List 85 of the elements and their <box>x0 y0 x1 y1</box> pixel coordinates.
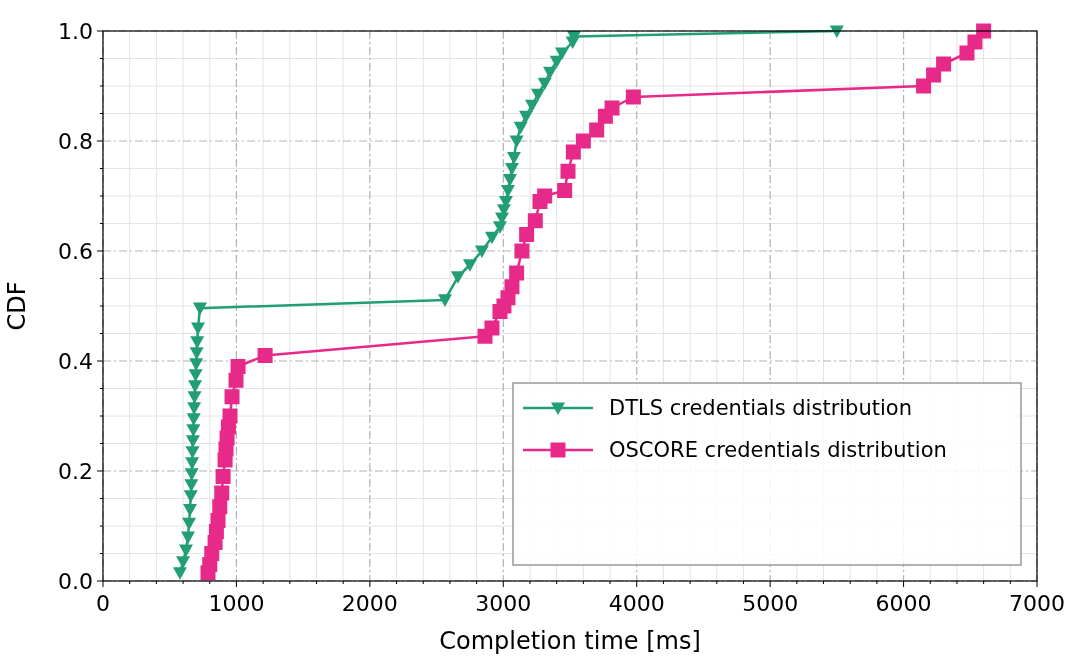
x-tick-label: 4000 <box>608 591 665 616</box>
point <box>518 110 533 124</box>
y-tick-label: 0.4 <box>58 348 93 374</box>
point <box>542 66 557 80</box>
point <box>178 544 193 558</box>
point <box>184 468 199 481</box>
point <box>565 144 581 160</box>
point <box>189 358 204 371</box>
point <box>187 402 202 415</box>
point <box>557 183 573 198</box>
point <box>191 322 205 335</box>
point <box>500 184 515 198</box>
point <box>185 446 200 459</box>
point <box>188 369 203 382</box>
point <box>514 243 530 259</box>
point <box>180 531 195 544</box>
point <box>184 479 199 492</box>
point <box>185 435 200 448</box>
x-tick-label: 6000 <box>875 591 932 616</box>
point <box>187 391 202 404</box>
point <box>509 135 524 148</box>
point <box>484 320 500 336</box>
y-tick-label: 0.0 <box>58 568 93 594</box>
y-axis-title: CDF <box>3 281 31 331</box>
point <box>215 469 231 484</box>
point <box>554 47 569 60</box>
point <box>210 513 226 528</box>
point <box>513 121 528 135</box>
x-tick-label: 1000 <box>208 591 265 616</box>
point <box>625 89 641 105</box>
y-tick-label: 0.2 <box>58 458 93 484</box>
point <box>519 227 535 242</box>
point <box>230 359 246 374</box>
point <box>509 265 525 281</box>
point <box>502 173 517 187</box>
point <box>537 77 552 91</box>
point <box>560 163 576 179</box>
point <box>524 99 539 113</box>
y-tick-label: 1.0 <box>58 18 93 44</box>
point <box>936 56 952 72</box>
point <box>186 424 201 437</box>
point <box>228 372 244 388</box>
y-tick-label: 0.8 <box>58 128 93 154</box>
y-tick-label: 0.6 <box>58 238 93 264</box>
point <box>527 213 543 229</box>
x-tick-label: 0 <box>96 591 110 616</box>
point <box>188 380 203 393</box>
point <box>193 302 207 316</box>
point <box>224 389 240 405</box>
point <box>604 100 620 116</box>
point <box>186 413 201 426</box>
x-tick-label: 7000 <box>1009 591 1065 616</box>
point <box>829 25 844 38</box>
legend-label: DTLS credentials distribution <box>609 396 912 421</box>
point <box>214 485 230 501</box>
point <box>575 133 591 149</box>
point <box>484 231 499 245</box>
point <box>182 517 197 531</box>
point <box>537 188 553 204</box>
x-axis-title: Completion time [ms] <box>439 627 701 655</box>
point <box>462 259 477 272</box>
x-tick-label: 5000 <box>742 591 799 616</box>
point <box>190 336 205 349</box>
point <box>257 348 273 363</box>
point <box>183 490 198 503</box>
point <box>506 151 521 165</box>
point <box>176 556 191 569</box>
point <box>916 78 932 94</box>
point <box>172 567 187 580</box>
point <box>185 457 200 470</box>
x-tick-label: 3000 <box>475 591 532 616</box>
point <box>926 67 942 83</box>
point <box>189 347 204 360</box>
point <box>504 279 520 295</box>
point <box>504 162 519 176</box>
point <box>530 88 545 102</box>
point <box>450 271 465 284</box>
point <box>183 503 197 517</box>
point <box>437 294 452 307</box>
point <box>222 408 238 424</box>
x-tick-label: 2000 <box>341 591 398 616</box>
point <box>492 221 507 234</box>
legend-label: OSCORE credentials distribution <box>609 438 947 463</box>
point <box>474 245 489 258</box>
point <box>589 122 605 138</box>
